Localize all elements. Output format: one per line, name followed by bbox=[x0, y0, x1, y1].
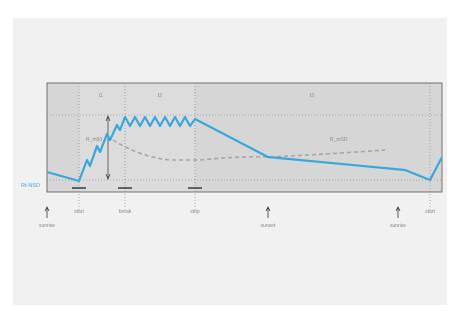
plot-border bbox=[46, 82, 443, 193]
phase-label-t3: t3 bbox=[310, 93, 314, 99]
main-series-label: Rt-NSD bbox=[21, 183, 40, 189]
plot-band-t1-t2 bbox=[79, 83, 195, 192]
dashed-reference-curve bbox=[112, 139, 386, 161]
phase-label-t2: t2 bbox=[158, 93, 162, 99]
arrow-up-icon bbox=[44, 206, 50, 218]
dashed-label-right: R_mSD bbox=[330, 137, 348, 143]
main-series-line bbox=[46, 115, 443, 183]
phase-label-t1: t1 bbox=[99, 93, 103, 99]
measurement-arrow-down bbox=[105, 173, 111, 180]
event-label-break: break bbox=[119, 209, 132, 215]
measurement-arrow-up bbox=[105, 115, 111, 122]
sun-label-sunrise-left: sunrise bbox=[39, 223, 55, 229]
arrow-up-icon bbox=[395, 206, 401, 218]
arrow-up-icon bbox=[265, 206, 271, 218]
event-label-start-right: start bbox=[425, 209, 435, 215]
event-label-start: start bbox=[74, 209, 84, 215]
sun-label-sunset: sunset bbox=[261, 223, 276, 229]
sun-label-sunrise-right: sunrise bbox=[390, 223, 406, 229]
dashed-label-left: R_m50 bbox=[86, 137, 102, 143]
event-label-stop: stop bbox=[190, 209, 200, 215]
